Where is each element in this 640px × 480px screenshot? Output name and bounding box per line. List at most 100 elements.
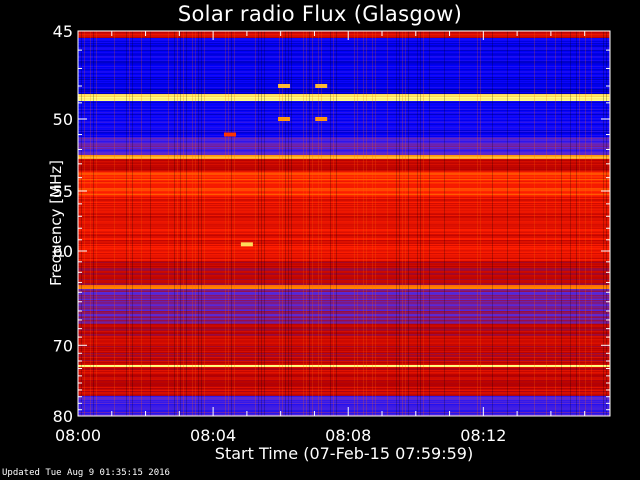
- band-row: [78, 413, 610, 415]
- band-row: [78, 348, 610, 350]
- band-row: [78, 302, 610, 304]
- band-row: [78, 59, 610, 61]
- band-row: [78, 31, 610, 33]
- band-row: [78, 118, 610, 120]
- band-row: [78, 38, 610, 40]
- band-row: [78, 149, 610, 151]
- band-row: [78, 54, 610, 56]
- texture-stripe: [480, 31, 481, 416]
- band-row: [78, 112, 610, 114]
- band-row: [78, 83, 610, 85]
- band-row: [78, 275, 610, 277]
- band-row: [78, 126, 610, 128]
- band-row: [78, 195, 610, 197]
- band-row: [78, 166, 610, 168]
- texture-stripe: [177, 31, 178, 416]
- band-row: [78, 55, 610, 57]
- band-row: [78, 88, 610, 90]
- band-row: [78, 300, 610, 302]
- band-row: [78, 148, 610, 150]
- band-row: [78, 276, 610, 278]
- texture-stripe: [255, 31, 256, 416]
- band-row: [78, 207, 610, 209]
- texture-stripe: [81, 31, 82, 416]
- band-row: [78, 227, 610, 229]
- band-row: [78, 223, 610, 225]
- x-tick-label: 08:08: [325, 426, 371, 445]
- band-row: [78, 180, 610, 182]
- frequency-band: [78, 197, 610, 263]
- band-row: [78, 127, 610, 129]
- band-row: [78, 183, 610, 185]
- frequency-band: [78, 38, 610, 95]
- band-row: [78, 48, 610, 50]
- band-row: [78, 102, 610, 104]
- band-row: [78, 67, 610, 69]
- band-row: [78, 219, 610, 221]
- band-row: [78, 374, 610, 376]
- band-row: [78, 178, 610, 180]
- band-row: [78, 264, 610, 266]
- frequency-band: [78, 159, 610, 173]
- band-row: [78, 342, 610, 344]
- texture-stripe: [570, 31, 571, 416]
- band-row: [78, 386, 610, 388]
- band-row: [78, 388, 610, 390]
- frequency-band: [78, 172, 610, 198]
- texture-stripe: [261, 31, 262, 416]
- band-row: [78, 238, 610, 240]
- band-row: [78, 203, 610, 205]
- band-row: [78, 378, 610, 380]
- band-row: [78, 315, 610, 317]
- band-row: [78, 361, 610, 363]
- band-row: [78, 177, 610, 179]
- band-row: [78, 90, 610, 92]
- band-row: [78, 78, 610, 80]
- texture-stripe: [576, 31, 577, 416]
- frequency-band: [78, 31, 610, 40]
- band-row: [78, 162, 610, 164]
- band-row: [78, 98, 610, 100]
- band-row: [78, 251, 610, 253]
- band-row: [78, 36, 610, 38]
- y-tick-label: 70: [53, 336, 73, 355]
- texture-stripe: [84, 31, 85, 416]
- frequency-band: [78, 101, 610, 138]
- texture-stripe: [507, 31, 508, 416]
- band-row: [78, 263, 610, 265]
- band-row: [78, 172, 610, 174]
- spectrogram-plot-area: [78, 31, 610, 416]
- band-row: [78, 328, 610, 330]
- band-row: [78, 352, 610, 354]
- band-row: [78, 285, 610, 287]
- band-row: [78, 197, 610, 199]
- band-row: [78, 165, 610, 167]
- band-row: [78, 208, 610, 210]
- band-row: [78, 250, 610, 252]
- band-row: [78, 93, 610, 95]
- band-row: [78, 101, 610, 103]
- texture-stripe: [387, 31, 388, 416]
- texture-stripe: [204, 31, 205, 416]
- band-row: [78, 125, 610, 127]
- band-row: [78, 122, 610, 124]
- band-row: [78, 45, 610, 47]
- band-row: [78, 405, 610, 407]
- band-row: [78, 66, 610, 68]
- texture-stripe: [174, 31, 175, 416]
- band-row: [78, 230, 610, 232]
- band-row: [78, 395, 610, 397]
- band-row: [78, 111, 610, 113]
- band-row: [78, 392, 610, 394]
- band-row: [78, 123, 610, 125]
- texture-stripe: [264, 31, 265, 416]
- band-row: [78, 334, 610, 336]
- band-row: [78, 95, 610, 97]
- y-tick-label: 55: [53, 182, 73, 201]
- band-row: [78, 233, 610, 235]
- band-row: [78, 411, 610, 413]
- band-row: [78, 340, 610, 342]
- band-row: [78, 346, 610, 348]
- band-row: [78, 376, 610, 378]
- band-row: [78, 330, 610, 332]
